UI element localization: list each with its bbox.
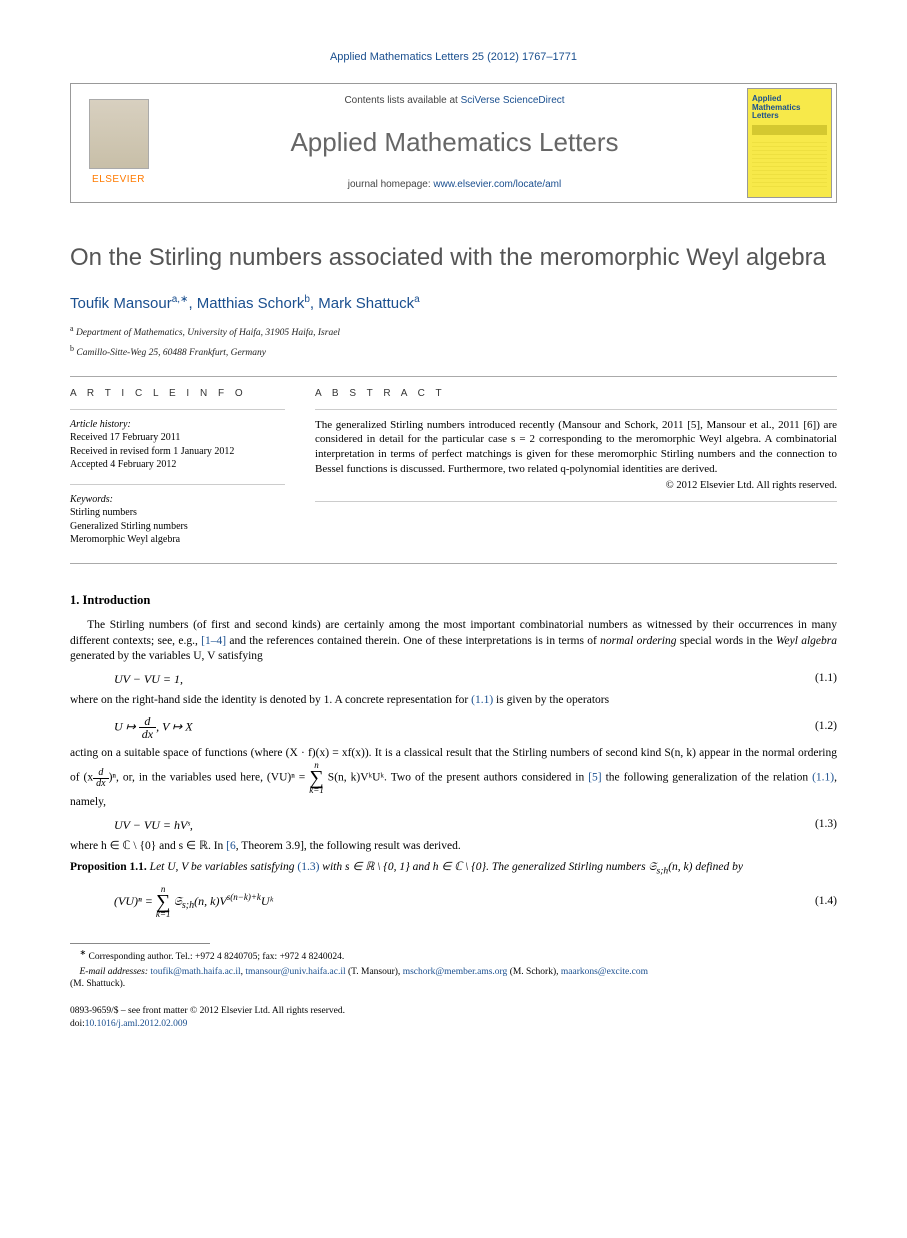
eq-1-4-num: (1.4) [787,894,837,910]
ref-link-5[interactable]: [5] [588,772,601,784]
history-revised: Received in revised form 1 January 2012 [70,445,285,459]
article-title: On the Stirling numbers associated with … [70,243,837,273]
ref-link-6[interactable]: [6 [226,840,236,852]
equation-1-1: UV − VU = 1, (1.1) [114,671,837,687]
affiliation-a: a Department of Mathematics, University … [70,324,837,340]
eq-1-3-num: (1.3) [787,817,837,833]
history-received: Received 17 February 2011 [70,431,285,445]
article-history: Article history: Received 17 February 20… [70,418,285,472]
ref-link-eq13[interactable]: (1.3) [297,861,319,873]
banner-center: Contents lists available at SciVerse Sci… [166,84,743,202]
email-link-2[interactable]: mschork@member.ams.org [403,967,508,977]
homepage-line: journal homepage: www.elsevier.com/locat… [348,178,561,192]
divider-rule-1 [70,376,837,377]
elsevier-wordmark: ELSEVIER [92,173,145,187]
homepage-link[interactable]: www.elsevier.com/locate/aml [433,179,561,190]
ref-link-eq11b[interactable]: (1.1) [812,772,834,784]
meta-hr-2 [70,484,285,485]
ref-link-1-4[interactable]: [1–4] [201,635,226,647]
eq-1-1-body: UV − VU = 1, [114,671,787,687]
citation-text[interactable]: Applied Mathematics Letters 25 (2012) 17… [330,51,577,63]
contents-available-line: Contents lists available at SciVerse Sci… [344,94,564,108]
email-link-1[interactable]: toufik@math.haifa.ac.il [150,967,240,977]
journal-cover-thumb[interactable]: Applied Mathematics Letters [747,88,832,198]
email-link-3[interactable]: maarkons@excite.com [561,967,648,977]
keyword-2: Generalized Stirling numbers [70,520,285,534]
abstract-col: A B S T R A C T The generalized Stirling… [315,387,837,559]
keyword-1: Stirling numbers [70,506,285,520]
eq-1-4-body: (VU)ⁿ = n∑k=1 𝔖s;h(n, k)Vs(n−k)+kUᵏ [114,885,787,919]
elsevier-tree-icon [89,99,149,169]
eq-1-1-num: (1.1) [787,671,837,687]
bottom-block: 0893-9659/$ – see front matter © 2012 El… [70,1005,837,1031]
cover-title: Applied Mathematics Letters [752,95,827,121]
journal-name: Applied Mathematics Letters [290,125,618,160]
doi-line: doi:10.1016/j.aml.2012.02.009 [70,1018,837,1031]
keywords-block: Keywords: Stirling numbers Generalized S… [70,493,285,547]
history-heading: Article history: [70,418,285,432]
keywords-heading: Keywords: [70,493,285,507]
eq-1-3-body: UV − VU = hVˢ, [114,817,787,833]
equation-1-2: U ↦ ddx, V ↦ X (1.2) [114,715,837,740]
author-list: Toufik Mansoura,∗, Matthias Schorkb, Mar… [70,293,837,314]
author-2-link[interactable]: Matthias Schorkb [197,295,310,312]
email-label: E-mail addresses: [80,967,151,977]
footnotes-rule [70,943,210,944]
equation-1-4: (VU)ⁿ = n∑k=1 𝔖s;h(n, k)Vs(n−k)+kUᵏ (1.4… [114,885,837,919]
divider-rule-2 [70,563,837,564]
abstract-text: The generalized Stirling numbers introdu… [315,418,837,477]
author-3-link[interactable]: Mark Shattucka [318,295,419,312]
cover-bar-icon [752,125,827,135]
meta-hr-3 [315,409,837,410]
doi-link[interactable]: 10.1016/j.aml.2012.02.009 [85,1019,188,1029]
corresponding-author-note: ∗ Corresponding author. Tel.: +972 4 824… [70,948,837,964]
proposition-1-1: Proposition 1.1. Let U, V be variables s… [70,860,837,878]
affiliation-b: b Camillo-Sitte-Weg 25, 60488 Frankfurt,… [70,344,837,360]
elsevier-logo[interactable]: ELSEVIER [71,84,166,202]
ref-link-eq11[interactable]: (1.1) [471,694,493,706]
article-info-label: A R T I C L E I N F O [70,387,285,401]
paragraph-4: where h ∈ ℂ \ {0} and s ∈ ℝ. In [6, Theo… [70,839,837,855]
email-link-1b[interactable]: tmansour@univ.haifa.ac.il [245,967,345,977]
meta-abstract-row: A R T I C L E I N F O Article history: R… [70,387,837,559]
paragraph-2: where on the right-hand side the identit… [70,693,837,709]
section-1-heading: 1. Introduction [70,592,837,609]
contents-prefix: Contents lists available at [344,95,460,106]
copyright-line: © 2012 Elsevier Ltd. All rights reserved… [315,479,837,493]
prop-head: Proposition 1.1. [70,861,150,873]
author-1-link[interactable]: Toufik Mansoura,∗ [70,295,188,312]
equation-1-3: UV − VU = hVˢ, (1.3) [114,817,837,833]
top-citation: Applied Mathematics Letters 25 (2012) 17… [70,50,837,65]
cover-lines-icon [752,139,827,189]
homepage-prefix: journal homepage: [348,179,434,190]
eq-1-2-body: U ↦ ddx, V ↦ X [114,715,787,740]
article-info-col: A R T I C L E I N F O Article history: R… [70,387,285,559]
eq-1-2-num: (1.2) [787,719,837,735]
meta-hr-4 [315,501,837,502]
aff-b-text: Camillo-Sitte-Weg 25, 60488 Frankfurt, G… [74,348,266,358]
aff-a-text: Department of Mathematics, University of… [74,328,341,338]
footnotes: ∗ Corresponding author. Tel.: +972 4 824… [70,948,837,992]
paragraph-1: The Stirling numbers (of first and secon… [70,618,837,665]
header-banner: ELSEVIER Contents lists available at Sci… [70,83,837,203]
meta-hr-1 [70,409,285,410]
abstract-label: A B S T R A C T [315,387,837,401]
keyword-3: Meromorphic Weyl algebra [70,533,285,547]
history-accepted: Accepted 4 February 2012 [70,458,285,472]
paragraph-3: acting on a suitable space of functions … [70,746,837,811]
issn-copyright: 0893-9659/$ – see front matter © 2012 El… [70,1005,837,1018]
sciencedirect-link[interactable]: SciVerse ScienceDirect [461,95,565,106]
email-addresses-note: E-mail addresses: toufik@math.haifa.ac.i… [70,966,837,992]
